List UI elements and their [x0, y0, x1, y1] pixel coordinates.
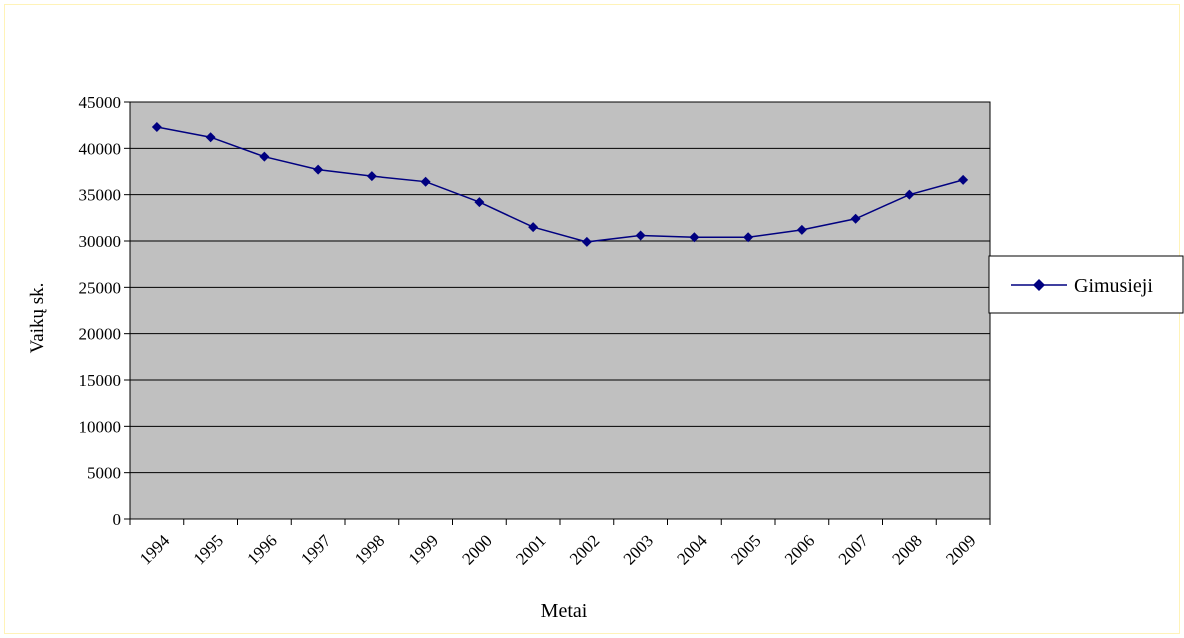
data-point-marker — [528, 222, 539, 233]
chart-frame — [4, 4, 1180, 634]
plot-area — [129, 101, 991, 520]
legend: Gimusieji — [988, 255, 1184, 314]
y-tick-label: 40000 — [79, 139, 122, 158]
plot-background — [129, 101, 991, 520]
data-point-marker — [366, 171, 377, 182]
y-axis: 0 5000 10000 15000 20000 25000 30000 35000 40000… — [79, 93, 131, 529]
data-point-marker — [635, 230, 646, 241]
x-tick-label: 1998 — [351, 531, 388, 568]
y-tick-label: 10000 — [79, 417, 122, 436]
data-point-marker — [205, 132, 216, 143]
x-tick-label: 1997 — [297, 531, 335, 569]
x-tick-label: 2000 — [458, 531, 495, 568]
y-tick-label: 25000 — [79, 278, 122, 297]
x-tick-label: 2008 — [888, 531, 925, 568]
data-point-marker — [796, 224, 807, 235]
y-tick-label: 30000 — [79, 232, 122, 251]
data-point-marker — [581, 236, 592, 247]
x-tick-label: 2009 — [942, 531, 979, 568]
y-tick-label: 15000 — [79, 371, 122, 390]
x-tick-label: 1996 — [243, 531, 280, 568]
series-layer — [151, 122, 969, 247]
x-tick-label: 2006 — [781, 531, 818, 568]
x-tick-label: 2003 — [620, 531, 657, 568]
x-tick-label: 2004 — [673, 531, 711, 569]
data-point-marker — [958, 174, 969, 185]
data-point-marker — [259, 151, 270, 162]
legend-series-name: Gimusieji — [1074, 275, 1153, 297]
x-tick-label: 2005 — [727, 531, 764, 568]
data-point-marker — [689, 232, 700, 243]
y-tick-label: 35000 — [79, 186, 122, 205]
data-point-marker — [420, 176, 431, 187]
y-axis-label: Vaikų sk. — [27, 283, 48, 354]
data-point-marker — [850, 213, 861, 224]
x-tick-label: 2002 — [566, 531, 603, 568]
data-point-marker — [743, 232, 754, 243]
x-axis-label: Metai — [541, 600, 588, 622]
data-point-marker — [474, 197, 485, 208]
data-point-marker — [313, 164, 324, 175]
x-axis: 1994 1995 1996 1997 1998 1999 2000 2001 2002 2003… — [129, 518, 991, 569]
x-tick-label: 1994 — [136, 531, 174, 569]
data-point-marker — [151, 122, 162, 133]
y-tick-label: 45000 — [79, 93, 122, 112]
series-line-0 — [156, 126, 964, 243]
x-tick-label: 1995 — [190, 531, 227, 568]
y-tick-label: 0 — [113, 510, 122, 529]
x-tick-label: 2001 — [512, 531, 549, 568]
y-tick-label: 5000 — [87, 464, 121, 483]
x-tick-label: 1999 — [405, 531, 442, 568]
x-tick-label: 2007 — [835, 531, 873, 569]
data-point-marker — [904, 189, 915, 200]
y-tick-label: 20000 — [79, 325, 122, 344]
legend-marker — [1033, 279, 1045, 291]
